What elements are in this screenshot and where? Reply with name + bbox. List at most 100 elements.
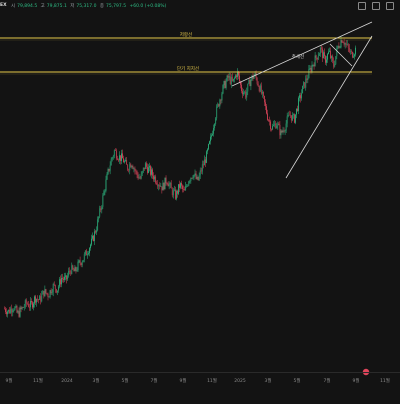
candle-body — [269, 120, 270, 122]
candle-body — [231, 77, 233, 81]
candle-body — [220, 99, 222, 101]
candle-body — [42, 290, 44, 295]
candle-body — [43, 290, 45, 297]
candle-body — [78, 260, 80, 262]
candle-body — [328, 51, 329, 54]
candle-body — [349, 51, 351, 53]
candle-body — [41, 294, 43, 302]
candle-body — [56, 290, 58, 293]
candle-body — [201, 164, 203, 172]
candle-body — [205, 159, 206, 163]
candle-body — [40, 296, 42, 302]
candle-body — [303, 82, 305, 86]
candle-body — [102, 195, 104, 207]
candle-body — [353, 56, 354, 58]
candle-body — [225, 80, 227, 88]
candle-body — [258, 86, 260, 92]
candle-body — [251, 75, 253, 80]
trend-line[interactable] — [231, 21, 373, 87]
trend-line-3[interactable] — [329, 43, 353, 67]
alert-badge-icon[interactable] — [362, 368, 370, 376]
candle-body — [283, 130, 285, 132]
x-tick-label: 11월 — [380, 377, 390, 384]
candle-body — [8, 309, 10, 312]
settings-icon[interactable] — [372, 2, 380, 10]
candle-body — [244, 91, 246, 93]
candle-body — [12, 310, 14, 313]
candle-body — [77, 261, 79, 271]
candle-body — [123, 158, 124, 163]
candle-body — [348, 47, 350, 52]
low-value: 75,317.0 — [76, 4, 97, 9]
candle-body — [341, 40, 343, 43]
candle-body — [192, 177, 194, 179]
candle-body — [50, 290, 52, 294]
candle-body — [188, 181, 190, 186]
x-tick-label: 2025 — [234, 378, 246, 384]
candle-body — [191, 177, 193, 179]
candle-body — [312, 64, 314, 66]
candle-body — [135, 170, 137, 172]
candle-body — [316, 57, 318, 60]
candle-body — [172, 190, 174, 196]
candle-body — [13, 310, 15, 311]
candle-body — [170, 183, 172, 189]
candle-body — [47, 293, 49, 298]
candle-body — [120, 155, 121, 161]
candle-body — [72, 265, 74, 270]
candle-body — [288, 114, 290, 116]
candle-body — [340, 40, 342, 48]
candle-body — [127, 164, 129, 170]
candle-body — [148, 167, 149, 173]
chart-header: EX 시 79,894.5 고 79,875.1 저 75,317.0 종 75,797… — [0, 0, 400, 12]
candle-body — [253, 75, 255, 79]
candle-body — [19, 307, 21, 317]
layout-icon[interactable] — [386, 2, 394, 10]
candle-body — [323, 52, 324, 59]
candle-body — [151, 169, 152, 175]
candle-body — [314, 55, 316, 67]
candle-body — [331, 56, 333, 58]
candle-body — [65, 275, 66, 277]
candle-body — [289, 115, 291, 116]
candle-body — [122, 153, 123, 159]
candle-body — [330, 50, 331, 58]
trend-line-2[interactable] — [285, 35, 373, 179]
candle-body — [297, 108, 298, 111]
candle-body — [24, 300, 26, 307]
candle-body — [119, 155, 120, 161]
candle-body — [62, 277, 63, 279]
symbol-label[interactable]: EX — [0, 3, 7, 8]
candle-body — [217, 103, 219, 107]
bell-icon[interactable] — [358, 2, 366, 10]
candle-body — [324, 52, 325, 57]
candle-body — [321, 48, 323, 59]
candle-body — [125, 159, 127, 162]
candle-body — [279, 124, 281, 136]
candle-body — [338, 45, 340, 48]
candle-body — [6, 311, 7, 315]
candle-body — [237, 71, 238, 77]
candle-body — [26, 303, 28, 305]
candle-body — [121, 153, 122, 161]
candle-body — [158, 185, 160, 187]
candle-body — [209, 141, 210, 145]
candle-body — [232, 78, 234, 81]
candle-body — [147, 166, 148, 173]
candle-body — [320, 47, 322, 49]
candle-body — [79, 260, 81, 264]
candle-body — [115, 150, 117, 159]
candle-body — [184, 189, 186, 191]
candle-body — [270, 121, 271, 130]
candle-body — [223, 81, 225, 86]
candle-body — [61, 277, 62, 285]
candle-body — [252, 75, 254, 79]
candle-body — [216, 106, 218, 119]
time-axis[interactable] — [0, 372, 400, 400]
candle-body — [132, 165, 134, 169]
candle-body — [63, 278, 64, 280]
candle-body — [212, 133, 213, 136]
candle-body — [129, 164, 131, 171]
